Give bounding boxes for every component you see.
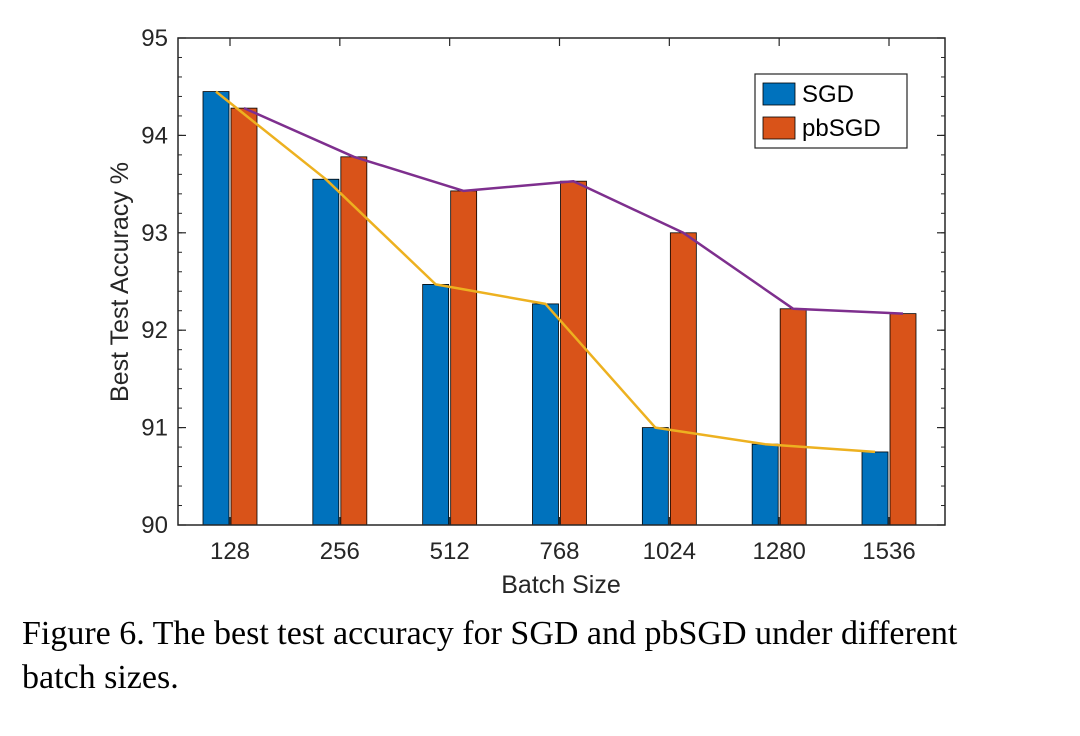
bar-sgd-256 xyxy=(312,178,340,526)
bar-sgd-768 xyxy=(532,303,559,526)
bars xyxy=(202,91,917,526)
bar-sgd-128 xyxy=(202,91,230,526)
bar-chart: 90 91 92 93 94 95 128 256 512 768 1024 1280 1536 Ba… xyxy=(106,25,946,599)
bar-pbsgd-256 xyxy=(340,156,368,526)
y-tick-label: 93 xyxy=(141,220,168,247)
bar-sgd-1024 xyxy=(641,427,669,526)
y-axis-label: Best Test Accuracy % xyxy=(106,162,134,402)
x-tick-label-256: 256 xyxy=(320,538,360,565)
x-axis: 128 256 512 768 1024 1280 1536 xyxy=(210,38,916,565)
x-tick-label-1024: 1024 xyxy=(643,538,696,565)
bar-pbsgd-1536 xyxy=(889,313,917,526)
trend-lines xyxy=(215,90,904,454)
legend-label-sgd: SGD xyxy=(802,81,854,108)
x-tick-label-1280: 1280 xyxy=(752,538,805,565)
y-tick-label: 94 xyxy=(141,122,168,149)
trend-line-sgd xyxy=(215,90,876,454)
y-tick-label: 92 xyxy=(141,317,168,344)
plot-frame xyxy=(177,37,946,526)
legend-swatch-pbsgd xyxy=(762,116,796,140)
bar-sgd-1280 xyxy=(751,443,779,526)
legend-swatch-sgd xyxy=(762,82,796,106)
y-tick-label: 91 xyxy=(141,415,168,442)
bar-pbsgd-768 xyxy=(560,180,587,526)
bar-pbsgd-512 xyxy=(450,190,478,526)
x-tick-label-128: 128 xyxy=(210,538,250,565)
x-tick-label-768: 768 xyxy=(539,538,579,565)
bar-pbsgd-128 xyxy=(230,107,258,526)
legend-label-pbsgd: pbSGD xyxy=(802,115,881,142)
figure-caption: Figure 6. The best test accuracy for SGD… xyxy=(22,612,1062,700)
bar-sgd-1536 xyxy=(861,451,889,526)
x-tick-label-1536: 1536 xyxy=(862,538,915,565)
y-tick-label: 95 xyxy=(141,25,168,52)
bar-pbsgd-1280 xyxy=(779,308,807,526)
x-axis-label: Batch Size xyxy=(501,571,621,599)
x-tick-label-512: 512 xyxy=(430,538,470,565)
trend-line-pbsgd xyxy=(243,106,904,315)
y-axis: 90 91 92 93 94 95 xyxy=(141,25,945,539)
bar-pbsgd-1024 xyxy=(669,232,697,526)
bar-sgd-512 xyxy=(422,284,450,526)
caption-line-2: batch sizes. xyxy=(22,659,179,696)
y-tick-label: 90 xyxy=(141,512,168,539)
caption-line-1: Figure 6. The best test accuracy for SGD… xyxy=(22,615,958,652)
legend: SGD pbSGD xyxy=(754,73,908,149)
